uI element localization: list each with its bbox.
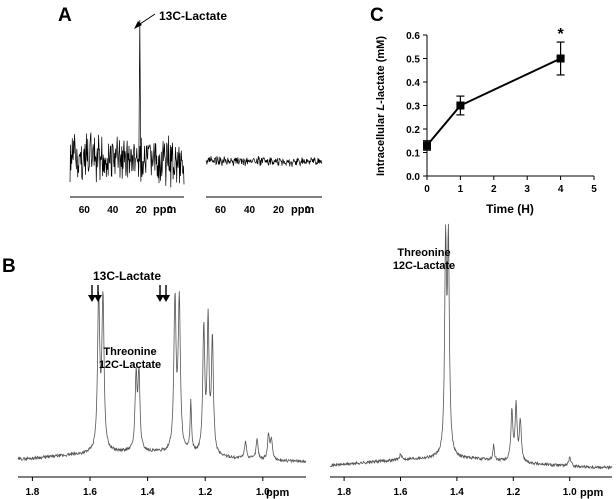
panel-c-x-tick-label: 0 bbox=[424, 184, 430, 195]
panel-b-right-threonine: Threonine bbox=[397, 247, 450, 259]
panel-c-data-point bbox=[423, 141, 431, 150]
panel-a-tick-label: 60 bbox=[215, 205, 227, 216]
panel-c-y-tick-label: 0.1 bbox=[406, 149, 420, 160]
panel-c-x-tick-label: 3 bbox=[524, 184, 530, 195]
panel-b-left-tick-label: 1.6 bbox=[83, 487, 97, 498]
panel-b-right-12c-lactate: 12C-Lactate bbox=[393, 260, 455, 272]
panel-c-y-tick-label: 0.5 bbox=[406, 55, 420, 66]
panel-a-tick-label: 60 bbox=[79, 205, 91, 216]
panel-b-right-tick-label: 1.6 bbox=[394, 487, 408, 498]
panel-c-x-tick-label: 5 bbox=[591, 184, 597, 195]
panel-c-y-tick-label: 0.2 bbox=[406, 125, 420, 136]
panel-b-left-tick-label: 1.2 bbox=[198, 487, 212, 498]
panel-a-tick-label: 20 bbox=[273, 205, 285, 216]
panel-c-y-tick-label: 0.0 bbox=[406, 172, 420, 183]
panel-c-y-label: Intracellular L-lactate (mM) bbox=[375, 36, 387, 176]
panel-a-tick-label: 20 bbox=[136, 205, 148, 216]
panel-c-y-tick-label: 0.6 bbox=[406, 31, 420, 42]
panel-c-points bbox=[423, 54, 565, 150]
panel-b-right-tick-label: 1.0 bbox=[563, 487, 577, 498]
panel-c-data-point bbox=[556, 54, 565, 63]
panel-c-significance-star: * bbox=[557, 26, 564, 43]
panel-a-lactate-label: 13C-Lactate bbox=[159, 9, 227, 23]
panel-a-tick-label: 40 bbox=[244, 205, 256, 216]
panel-a-right-ticks: 60 40 20 0 bbox=[215, 205, 311, 216]
panel-c-letter: C bbox=[370, 5, 384, 26]
panel-a-spectrum-left bbox=[69, 19, 185, 188]
panel-a-tick-label: 0 bbox=[167, 205, 173, 216]
panel-a-tick-label: 0 bbox=[305, 205, 311, 216]
panel-c-y-tick-label: 0.3 bbox=[406, 102, 420, 113]
panel-b-arrows-right bbox=[156, 285, 170, 302]
panel-a-arrow-head bbox=[134, 21, 142, 29]
panel-b-letter: B bbox=[2, 256, 16, 277]
panel-b-spectrum-right bbox=[329, 223, 613, 471]
panel-b-arrows-left bbox=[88, 285, 102, 302]
panel-b-left-12c-lactate: 12C-Lactate bbox=[99, 359, 161, 371]
panel-b-left-ppm: ppm bbox=[266, 487, 289, 499]
panel-c-x-tick-label: 1 bbox=[458, 184, 464, 195]
panel-c-x-tick-label: 2 bbox=[491, 184, 497, 195]
panel-b-right-tick-label: 1.8 bbox=[337, 487, 351, 498]
panel-a-spectrum-right bbox=[205, 155, 323, 167]
panel-b-left-tick-label: 1.4 bbox=[141, 487, 155, 498]
panel-b-left-tick-label: 1.0 bbox=[256, 487, 270, 498]
panel-b-left-ticks: 1.8 1.6 1.4 1.2 1.0 bbox=[25, 477, 270, 498]
panel-c-x-ticks: 0 1 2 3 4 5 bbox=[424, 176, 597, 195]
panel-a-right-ppm: ppm bbox=[291, 204, 314, 216]
panel-c-series-line bbox=[426, 57, 562, 147]
panel-b-left-threonine: Threonine bbox=[103, 346, 156, 358]
panel-b-left-tick-label: 1.8 bbox=[25, 487, 39, 498]
panel-a-tick-label: 40 bbox=[107, 205, 119, 216]
panel-b-right-ticks: 1.8 1.6 1.4 1.2 1.0 bbox=[337, 477, 577, 498]
panel-c-data-point bbox=[456, 101, 465, 110]
panel-c-y-ticks: 0.0 0.1 0.2 0.3 0.4 0.5 0.6 bbox=[406, 31, 427, 183]
panel-c-x-tick-label: 4 bbox=[558, 184, 564, 195]
panel-a-left-ppm: ppm bbox=[153, 204, 176, 216]
panel-a-letter: A bbox=[58, 5, 72, 26]
panel-b-right-tick-label: 1.4 bbox=[450, 487, 464, 498]
panel-b-right-tick-label: 1.2 bbox=[506, 487, 520, 498]
panel-b-lactate-label: 13C-Lactate bbox=[93, 269, 161, 283]
panel-b-spectrum-left bbox=[17, 291, 307, 464]
panel-b-right-ppm: ppm bbox=[580, 487, 603, 499]
panel-c-x-label: Time (H) bbox=[486, 202, 534, 216]
panel-c-y-tick-label: 0.4 bbox=[406, 78, 420, 89]
panel-a-left-ticks: 60 40 20 0 bbox=[79, 205, 173, 216]
panel-c-error-bars bbox=[423, 41, 565, 151]
